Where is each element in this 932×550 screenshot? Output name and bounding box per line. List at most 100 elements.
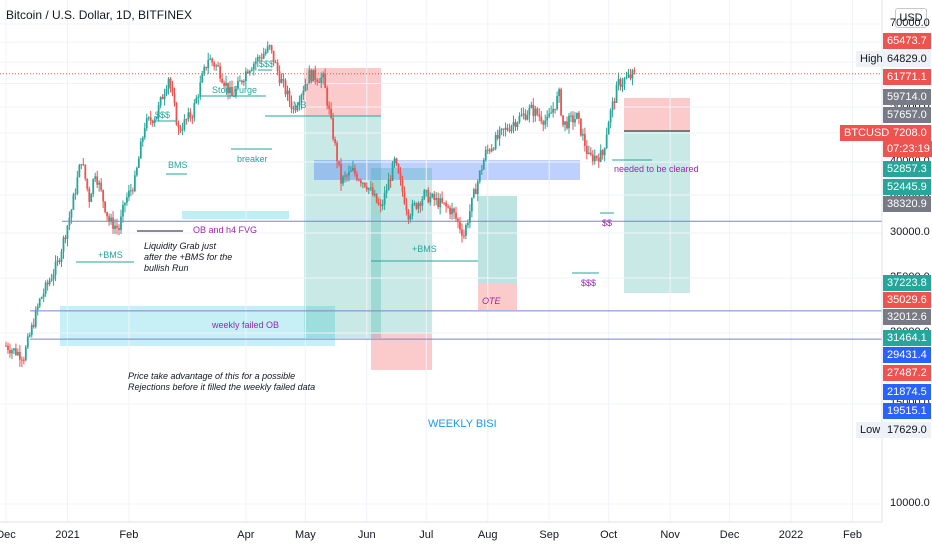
- candle-body: [237, 80, 239, 89]
- candle-body: [328, 105, 331, 109]
- candle-body: [492, 148, 495, 150]
- currency-button[interactable]: USD: [895, 8, 927, 28]
- chart-title: Bitcoin / U.S. Dollar, 1D, BITFINEX: [6, 8, 193, 22]
- candle-body: [78, 165, 81, 178]
- x-tick-label: Aug: [477, 529, 498, 541]
- candle-body: [538, 114, 541, 117]
- candle-body: [591, 154, 594, 162]
- candle-body: [62, 237, 65, 252]
- candle-body: [326, 87, 329, 106]
- y-tick-label: 30000.0: [890, 226, 930, 238]
- candle-body: [126, 197, 128, 203]
- candle-body: [50, 279, 53, 281]
- candle-body: [60, 251, 63, 262]
- candle-body: [246, 71, 249, 74]
- candle-body: [308, 70, 311, 84]
- candle-body: [601, 150, 604, 156]
- candle-body: [203, 66, 206, 75]
- candle-body: [570, 115, 572, 117]
- candle-body: [425, 190, 428, 192]
- price-tag: 35029.6: [883, 292, 931, 308]
- x-tick-label: Feb: [843, 529, 862, 541]
- candle-body: [207, 59, 210, 69]
- candle-body: [28, 334, 31, 337]
- candle-body: [34, 309, 37, 327]
- candle-body: [609, 110, 612, 123]
- candle-body: [242, 81, 245, 83]
- candle-body: [15, 348, 17, 355]
- candle-body: [619, 79, 622, 87]
- candle-body: [290, 101, 293, 109]
- candle-body: [231, 87, 233, 97]
- candle-body: [502, 128, 505, 130]
- candle-body: [427, 190, 430, 203]
- candle-body: [82, 164, 85, 166]
- candle-body: [161, 97, 164, 100]
- candle-body: [631, 70, 634, 79]
- candle-body: [98, 182, 101, 185]
- candle-body: [405, 203, 408, 211]
- side-label-low: Low: [856, 422, 885, 438]
- y-tick-label: 10000.0: [890, 497, 930, 509]
- x-tick-label: Apr: [237, 529, 255, 541]
- candle-body: [568, 115, 570, 129]
- zone-ote-risk: [478, 284, 517, 310]
- annotation-ote: OTE: [482, 296, 501, 306]
- zone-ob-fvg: [182, 211, 289, 219]
- candle-body: [391, 162, 394, 181]
- candle-body: [187, 112, 190, 120]
- candle-body: [629, 74, 632, 79]
- candle-body: [605, 134, 608, 148]
- candle-body: [585, 146, 588, 154]
- candle-body: [381, 204, 384, 206]
- candle-body: [298, 102, 301, 106]
- candle-body: [124, 202, 126, 206]
- candle-body: [13, 348, 15, 351]
- candle-body: [189, 112, 192, 118]
- candle-body: [498, 129, 501, 139]
- annotation-sss-low: $$$: [581, 278, 597, 288]
- candle-body: [383, 192, 386, 205]
- candle-body: [264, 51, 267, 55]
- candle-body: [421, 199, 424, 206]
- candle-body: [9, 350, 11, 354]
- candle-body: [401, 179, 404, 192]
- price-tag: 21874.5: [883, 384, 931, 400]
- candle-body: [131, 190, 134, 192]
- candle-body: [250, 69, 253, 71]
- candle-body: [306, 83, 309, 85]
- candle-body: [284, 80, 287, 95]
- candle-body: [258, 56, 261, 58]
- candle-body: [260, 57, 263, 59]
- candle-body: [229, 87, 231, 94]
- candle-body: [397, 164, 400, 174]
- candle-body: [316, 79, 319, 82]
- candle-body: [185, 119, 188, 121]
- candle-body: [621, 84, 624, 87]
- candle-body: [48, 280, 51, 285]
- candle-body: [58, 260, 61, 262]
- candle-body: [558, 89, 560, 97]
- candle-body: [30, 325, 33, 335]
- x-tick-label: Jun: [357, 529, 376, 541]
- candle-body: [429, 197, 432, 203]
- candle-body: [159, 97, 162, 106]
- candle-body: [310, 70, 313, 82]
- x-tick-label: Jul: [419, 529, 434, 541]
- candle-body: [474, 189, 477, 195]
- annotation-weekly-failed-ob: weekly failed OB: [212, 320, 280, 330]
- candle-body: [365, 186, 368, 190]
- candle-body: [197, 96, 200, 98]
- candle-body: [510, 126, 513, 132]
- candle-body: [431, 193, 434, 198]
- price-tag: 37223.8: [883, 275, 931, 291]
- candle-body: [195, 97, 198, 104]
- candle-body: [453, 208, 455, 213]
- candle-body: [296, 105, 299, 111]
- candle-body: [16, 352, 19, 355]
- zone-long-risk: [371, 333, 432, 370]
- candle-body: [459, 222, 461, 230]
- candle-body: [387, 179, 390, 191]
- candle-body: [96, 176, 99, 185]
